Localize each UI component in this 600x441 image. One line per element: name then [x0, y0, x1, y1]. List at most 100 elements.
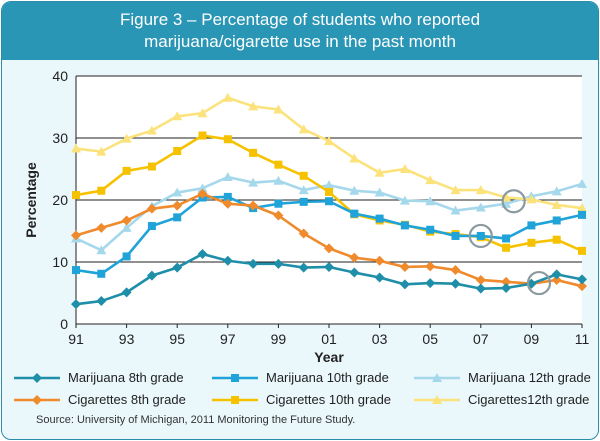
highlight-circle: [468, 223, 493, 249]
data-point: [173, 213, 182, 222]
legend-item: Marijuana 8th grade: [12, 370, 202, 386]
data-point: [298, 185, 309, 195]
x-tick-label: 97: [220, 331, 236, 347]
legend-label: Marijuana 8th grade: [68, 370, 184, 385]
y-tick-label: 40: [52, 68, 68, 84]
data-point: [374, 255, 385, 266]
data-point: [374, 187, 385, 197]
data-point: [172, 262, 183, 273]
data-point: [552, 216, 561, 225]
data-point: [121, 133, 132, 143]
data-point: [527, 221, 536, 230]
legend-swatch: [212, 374, 258, 382]
data-point: [71, 143, 81, 153]
data-point: [375, 214, 384, 223]
data-point: [501, 276, 512, 287]
data-point: [72, 266, 80, 275]
data-point: [578, 210, 586, 219]
data-point: [475, 274, 486, 285]
x-tick-label: 11: [575, 331, 590, 347]
data-point: [324, 136, 334, 146]
data-point: [173, 147, 182, 156]
data-point: [577, 178, 587, 188]
data-point: [248, 258, 259, 269]
data-point: [578, 246, 586, 255]
x-tick-label: 09: [524, 331, 540, 347]
data-point: [197, 188, 208, 199]
highlight-circle: [526, 270, 552, 296]
data-point: [425, 261, 436, 272]
data-point: [475, 202, 486, 212]
data-point: [274, 160, 283, 169]
legend-swatch: [14, 373, 60, 383]
data-point: [475, 185, 486, 195]
data-point: [248, 177, 259, 187]
highlight-circle: [501, 189, 526, 214]
data-point: [451, 231, 460, 240]
data-point: [450, 278, 461, 289]
data-point: [426, 225, 435, 234]
data-point: [349, 252, 360, 263]
data-point: [72, 191, 80, 200]
data-point: [324, 180, 334, 190]
data-point: [122, 252, 131, 261]
data-point: [501, 283, 512, 294]
legend-swatch-marker: [32, 373, 42, 383]
data-point: [325, 197, 333, 206]
data-point: [222, 92, 233, 102]
data-point: [400, 221, 409, 230]
x-tick-label: 05: [422, 331, 438, 347]
data-point: [273, 104, 284, 114]
data-point: [248, 200, 259, 211]
data-point: [274, 199, 283, 208]
series-cigarettes12th-grade: [71, 92, 587, 213]
data-point: [298, 228, 309, 239]
data-point: [551, 274, 562, 285]
data-point: [551, 199, 562, 209]
data-point: [96, 245, 107, 255]
source-note: Source: University of Michigan, 2011 Mon…: [36, 414, 356, 426]
data-point: [349, 153, 360, 163]
figure-title-line-1: Figure 3 – Percentage of students who re…: [119, 10, 481, 29]
data-point: [121, 287, 132, 298]
data-point: [222, 172, 233, 182]
legend-label: Cigarettes 8th grade: [68, 392, 186, 407]
x-tick-label: 99: [271, 331, 287, 347]
data-point: [425, 175, 436, 185]
legend-swatch-marker: [432, 373, 442, 382]
figure-title-bar: Figure 3 – Percentage of students who re…: [2, 2, 598, 60]
data-point: [299, 171, 308, 180]
legend-swatch-marker: [231, 396, 239, 404]
data-point: [273, 175, 284, 185]
y-tick-label: 20: [52, 192, 68, 208]
data-point: [97, 269, 106, 278]
data-point: [299, 197, 308, 206]
data-point: [222, 255, 233, 266]
data-point: [71, 230, 81, 241]
data-point: [273, 258, 284, 269]
legend-item: Cigarettes12th grade: [412, 392, 598, 408]
data-point: [526, 194, 537, 204]
data-point: [147, 162, 156, 171]
data-point: [71, 299, 81, 310]
data-point: [476, 231, 485, 240]
legend-label: Marijuana 12th grade: [468, 370, 591, 385]
legend-label: Cigarettes12th grade: [468, 392, 590, 407]
data-point: [298, 124, 309, 134]
data-point: [324, 243, 334, 254]
data-point: [450, 205, 461, 215]
data-point: [399, 279, 410, 290]
data-point: [374, 272, 385, 283]
legend-swatch-marker: [432, 395, 442, 404]
data-point: [146, 125, 157, 135]
data-point: [502, 234, 511, 243]
data-point: [551, 186, 562, 196]
figure-title-line-2: marijuana/cigarette use in the past mont…: [144, 32, 456, 51]
legend-item: Marijuana 10th grade: [210, 370, 400, 386]
data-point: [121, 222, 132, 232]
y-tick-label: 0: [60, 316, 68, 332]
legend-swatch: [414, 373, 460, 382]
data-point: [198, 131, 207, 140]
data-point: [298, 262, 309, 273]
